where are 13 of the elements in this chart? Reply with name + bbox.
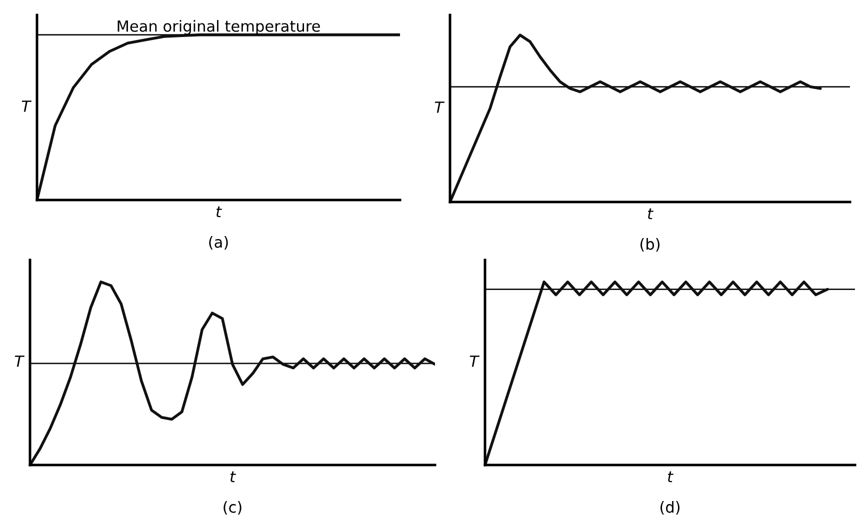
text: (a) bbox=[209, 236, 228, 250]
text: (b) bbox=[640, 238, 660, 252]
y-axis-title: T bbox=[434, 102, 445, 113]
y-axis-title: T bbox=[22, 100, 32, 112]
text: (d) bbox=[660, 501, 680, 515]
y-axis-title: T bbox=[14, 356, 25, 367]
x-axis-title: t bbox=[668, 471, 674, 482]
x-axis-title: t bbox=[216, 206, 222, 218]
x-axis-title: t bbox=[648, 208, 654, 220]
x-axis-title: t bbox=[230, 471, 236, 482]
y-axis-title: T bbox=[470, 356, 480, 367]
ref-line-label: Mean original temperature bbox=[118, 20, 320, 35]
text: (c) bbox=[224, 501, 242, 515]
